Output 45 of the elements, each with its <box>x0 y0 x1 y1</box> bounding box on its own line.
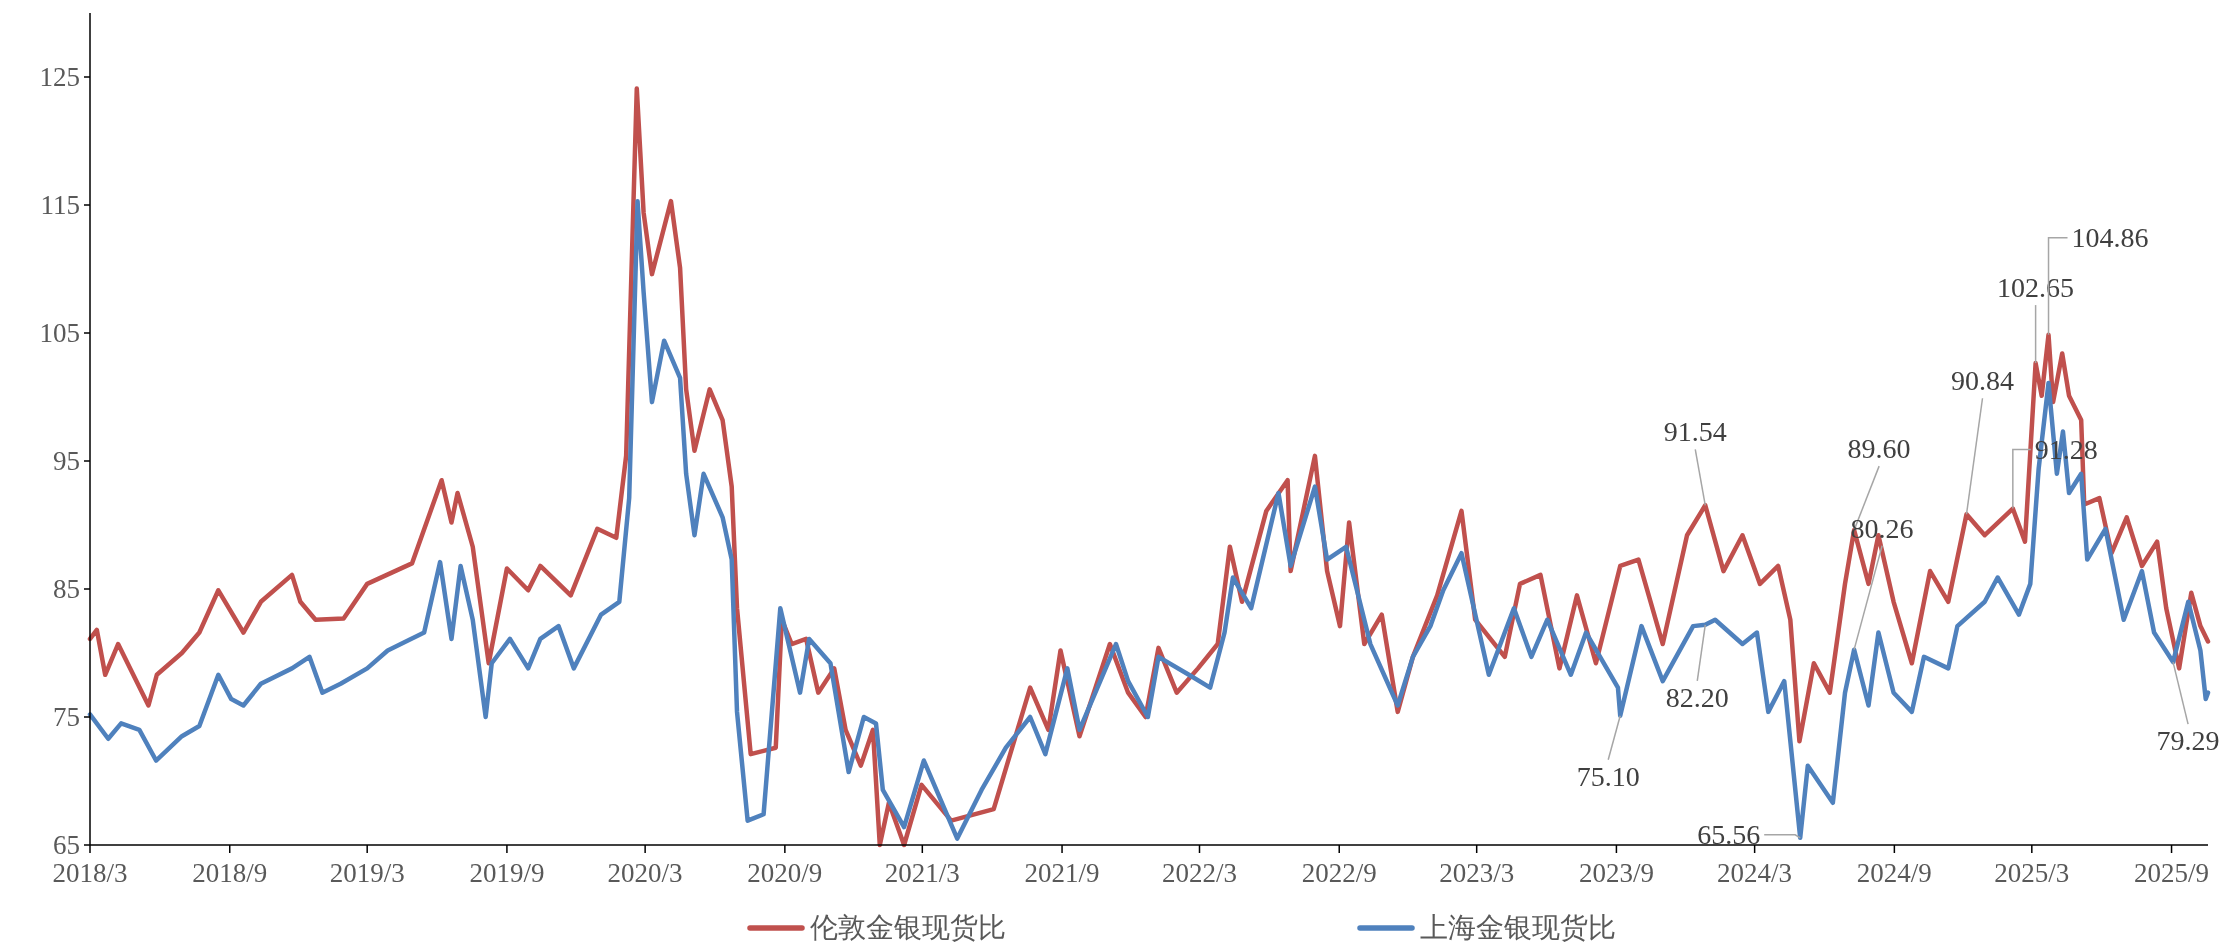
annotation: 102.65 <box>1997 272 2075 304</box>
x-tick-label: 2018/9 <box>192 858 268 888</box>
y-tick-label: 105 <box>39 318 80 348</box>
x-tick-label: 2020/9 <box>747 858 823 888</box>
annotation: 80.26 <box>1850 512 1914 544</box>
annotation: 90.84 <box>1951 365 2015 397</box>
x-tick-label: 2018/3 <box>52 858 128 888</box>
y-tick-label: 115 <box>40 190 80 220</box>
annotation: 75.10 <box>1576 760 1640 792</box>
x-tick-label: 2022/9 <box>1301 858 1377 888</box>
legend-label: 上海金银现货比 <box>1420 912 1616 943</box>
annotation: 102.65 <box>1997 272 2075 364</box>
x-tick-label: 2019/9 <box>469 858 545 888</box>
legend-label: 伦敦金银现货比 <box>810 912 1006 943</box>
annotation: 75.10 <box>1576 714 1640 792</box>
y-tick-label: 75 <box>53 702 80 732</box>
annotation: 90.84 <box>1951 365 2014 515</box>
x-tick-label: 2022/3 <box>1161 858 1238 888</box>
x-tick-label: 2023/3 <box>1439 858 1515 888</box>
x-tick-label: 2024/9 <box>1856 858 1932 888</box>
x-tick-label: 2019/3 <box>329 858 405 888</box>
annotation: 65.56 <box>1697 818 1761 850</box>
annotation: 82.20 <box>1665 681 1729 713</box>
legend-item: 伦敦金银现货比 <box>747 912 1006 943</box>
annotation: 79.29 <box>2156 661 2220 757</box>
annotation: 91.54 <box>1663 416 1727 507</box>
y-tick-label: 95 <box>53 446 80 476</box>
x-tick-label: 2020/3 <box>607 858 683 888</box>
annotation: 80.26 <box>1850 512 1914 651</box>
y-tick-label: 65 <box>53 830 80 860</box>
x-tick-label: 2025/9 <box>2134 858 2210 888</box>
x-tick-label: 2025/3 <box>1994 858 2070 888</box>
annotation: 91.54 <box>1663 416 1727 448</box>
x-tick-label: 2024/3 <box>1717 858 1793 888</box>
annotation: 79.29 <box>2156 725 2220 757</box>
x-tick-label: 2021/9 <box>1024 858 1100 888</box>
annotation: 65.56 <box>1697 818 1801 850</box>
annotation: 82.20 <box>1665 624 1729 713</box>
x-tick-label: 2023/9 <box>1578 858 1654 888</box>
annotation: 104.86 <box>2071 221 2149 253</box>
y-tick-label: 125 <box>39 62 80 92</box>
annotation: 89.60 <box>1847 433 1911 465</box>
legend-item: 上海金银现货比 <box>1357 912 1616 943</box>
x-tick-label: 2021/3 <box>884 858 960 888</box>
y-tick-label: 85 <box>53 574 80 604</box>
